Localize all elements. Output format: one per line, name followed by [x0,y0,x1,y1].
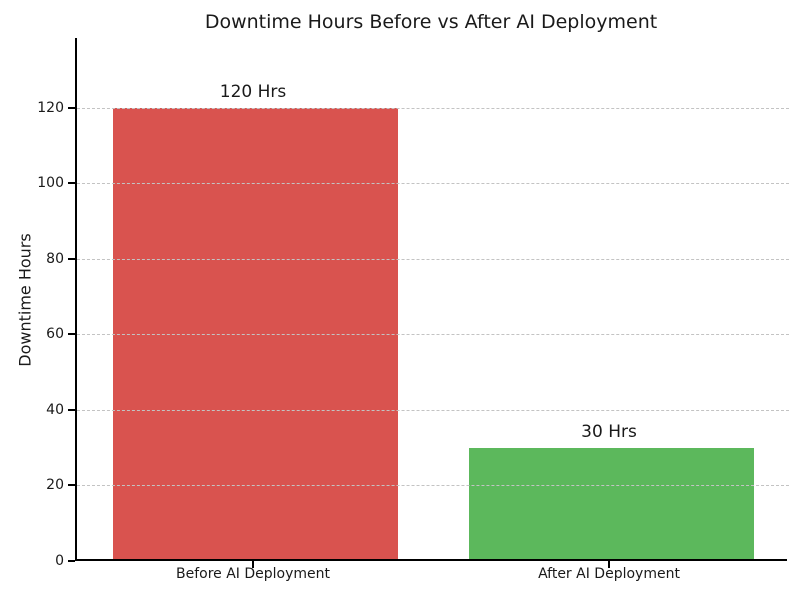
bar-1 [113,108,398,559]
y-tick-mark-120 [68,106,75,109]
bar-2 [469,448,754,559]
y-tick-label-120: 120 [37,99,64,116]
y-tick-label-60: 60 [46,326,64,343]
gridline-y-40 [77,409,789,411]
y-tick-label-100: 100 [37,175,64,192]
y-tick-label-0: 0 [55,553,64,569]
y-tick-label-40: 40 [46,401,64,418]
y-tick-mark-40 [68,408,75,411]
gridline-y-120 [77,107,789,109]
bar-value-label-1: 120 Hrs [219,81,287,102]
x-tick-mark-1 [252,561,254,568]
gridline-y-100 [77,183,789,185]
y-tick-mark-60 [68,333,75,336]
y-tick-label-20: 20 [46,477,64,494]
x-tick-label-2: After AI Deployment [538,566,680,582]
x-tick-mark-2 [608,561,610,568]
gridline-y-20 [77,485,789,487]
x-tick-label-1: Before AI Deployment [175,566,331,582]
plot-area [75,38,789,561]
y-tick-label-80: 80 [46,250,64,267]
gridline-y-60 [77,334,789,336]
gridline-y-80 [77,258,789,260]
y-tick-mark-80 [68,257,75,260]
y-tick-mark-0 [68,560,75,562]
chart-title: Downtime Hours Before vs After AI Deploy… [204,11,658,33]
y-tick-mark-100 [68,182,75,185]
y-tick-mark-20 [68,484,75,487]
bar-value-label-2: 30 Hrs [581,421,637,442]
